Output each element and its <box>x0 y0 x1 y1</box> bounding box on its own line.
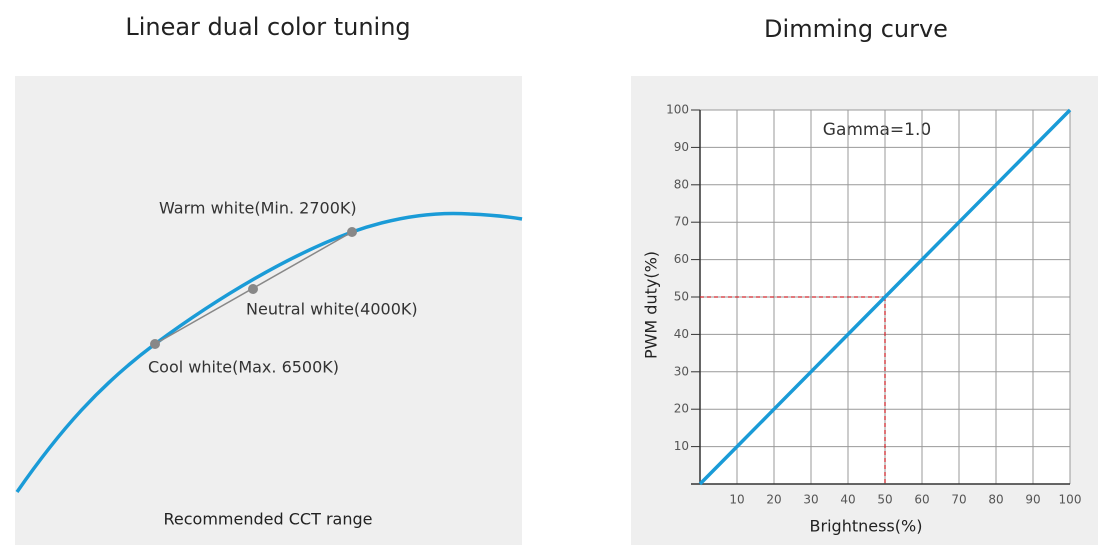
y-tick-label: 90 <box>674 140 689 154</box>
locus-curve <box>15 211 523 493</box>
x-tick-label: 50 <box>877 493 892 507</box>
data-line <box>698 108 1072 486</box>
y-tick-label: 100 <box>666 103 689 117</box>
neutral-label: Neutral white(4000K) <box>246 300 418 319</box>
y-axis-label: PWM duty(%) <box>642 251 661 359</box>
cool-point <box>150 339 160 349</box>
x-tick-label: 30 <box>803 493 818 507</box>
x-tick-label: 10 <box>729 493 744 507</box>
chart-title: Dimming curve <box>764 15 948 43</box>
x-tick-label: 80 <box>988 493 1003 507</box>
x-tick-label: 100 <box>1059 493 1082 507</box>
x-tick-label: 40 <box>840 493 855 507</box>
y-tick-label: 50 <box>674 290 689 304</box>
y-tick-label: 80 <box>674 177 689 191</box>
warm-point <box>347 227 357 237</box>
neutral-point <box>248 284 258 294</box>
x-tick-label: 90 <box>1025 493 1040 507</box>
diagram-panel <box>15 76 522 545</box>
y-tick-label: 20 <box>674 402 689 416</box>
diagram-caption: Recommended CCT range <box>164 510 373 529</box>
x-tick-label: 70 <box>951 493 966 507</box>
x-tick-label: 20 <box>766 493 781 507</box>
y-tick-label: 70 <box>674 215 689 229</box>
cool-label: Cool white(Max. 6500K) <box>148 358 339 377</box>
warm-label: Warm white(Min. 2700K) <box>159 199 357 218</box>
x-axis-label: Brightness(%) <box>810 517 923 536</box>
y-tick-label: 60 <box>674 252 689 266</box>
y-tick-label: 10 <box>674 439 689 453</box>
diagram-title: Linear dual color tuning <box>125 13 410 41</box>
y-tick-label: 30 <box>674 364 689 378</box>
annotation: Gamma=1.0 <box>823 120 931 140</box>
y-tick-label: 40 <box>674 327 689 341</box>
x-tick-label: 60 <box>914 493 929 507</box>
